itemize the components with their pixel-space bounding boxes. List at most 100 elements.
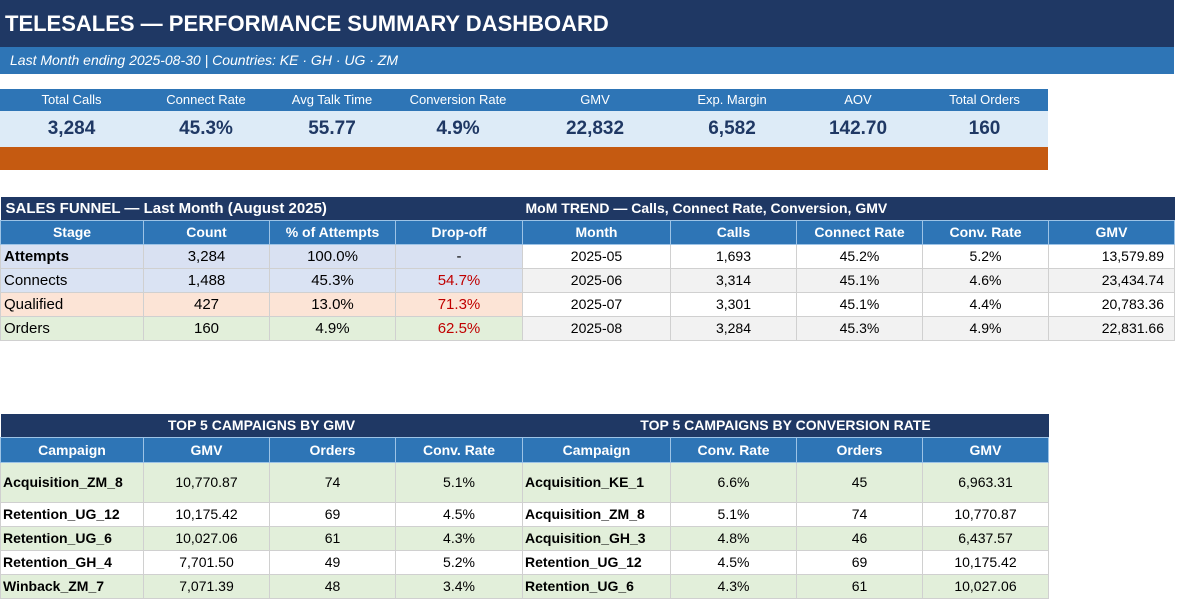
campaign-cell[interactable]: 45 <box>796 461 923 503</box>
kpi-value-aov[interactable]: 142.70 <box>828 118 888 139</box>
campaign-name[interactable]: Retention_GH_4 <box>0 549 144 575</box>
funnel-cell[interactable]: 1,488 <box>143 267 270 293</box>
trend-header-gmv[interactable]: GMV <box>1048 219 1175 245</box>
trend-cell[interactable]: 1,693 <box>670 243 797 269</box>
funnel-header-pct[interactable]: % of Attempts <box>269 219 396 245</box>
campaign-cell[interactable]: 4.3% <box>670 573 797 599</box>
top-conv-header-gmv[interactable]: GMV <box>922 436 1049 463</box>
campaign-name[interactable]: Winback_ZM_7 <box>0 573 144 599</box>
top-gmv-header-gmv[interactable]: GMV <box>143 436 270 463</box>
campaign-name[interactable]: Retention_UG_6 <box>522 573 671 599</box>
campaign-cell[interactable]: 5.1% <box>395 461 523 503</box>
funnel-cell[interactable]: 3,284 <box>143 243 270 269</box>
trend-cell[interactable]: 3,284 <box>670 315 797 341</box>
campaign-cell[interactable]: 3.4% <box>395 573 523 599</box>
funnel-cell[interactable]: 13.0% <box>269 291 396 317</box>
funnel-cell[interactable]: - <box>395 243 523 269</box>
campaign-cell[interactable]: 61 <box>269 525 396 551</box>
trend-cell[interactable]: 45.1% <box>796 267 923 293</box>
funnel-header-count[interactable]: Count <box>143 219 270 245</box>
kpi-label-exp-margin[interactable]: Exp. Margin <box>697 92 767 107</box>
funnel-header-stage[interactable]: Stage <box>0 219 144 245</box>
top-gmv-header-orders[interactable]: Orders <box>269 436 396 463</box>
campaign-cell[interactable]: 10,175.42 <box>143 501 270 527</box>
trend-cell[interactable]: 4.6% <box>922 267 1049 293</box>
funnel-cell[interactable]: 71.3% <box>395 291 523 317</box>
campaign-cell[interactable]: 5.2% <box>395 549 523 575</box>
campaign-cell[interactable]: 74 <box>796 501 923 527</box>
trend-cell[interactable]: 3,301 <box>670 291 797 317</box>
kpi-label-aov[interactable]: AOV <box>844 92 872 107</box>
campaign-cell[interactable]: 4.3% <box>395 525 523 551</box>
top-conv-header-orders[interactable]: Orders <box>796 436 923 463</box>
campaign-cell[interactable]: 5.1% <box>670 501 797 527</box>
campaign-cell[interactable]: 10,027.06 <box>922 573 1049 599</box>
trend-cell[interactable]: 13,579.89 <box>1048 243 1175 269</box>
campaign-name[interactable]: Acquisition_KE_1 <box>522 461 671 503</box>
trend-header-connect-rate[interactable]: Connect Rate <box>796 219 923 245</box>
campaign-cell[interactable]: 4.5% <box>395 501 523 527</box>
trend-header-calls[interactable]: Calls <box>670 219 797 245</box>
campaign-cell[interactable]: 61 <box>796 573 923 599</box>
campaign-name[interactable]: Retention_UG_12 <box>522 549 671 575</box>
campaign-cell[interactable]: 49 <box>269 549 396 575</box>
kpi-value-total-orders[interactable]: 160 <box>968 118 1001 139</box>
campaign-cell[interactable]: 10,175.42 <box>922 549 1049 575</box>
top-conv-header-campaign[interactable]: Campaign <box>522 436 671 463</box>
kpi-value-gmv[interactable]: 22,832 <box>565 118 625 139</box>
trend-cell[interactable]: 2025-07 <box>522 291 671 317</box>
trend-cell[interactable]: 45.2% <box>796 243 923 269</box>
kpi-label-total-calls[interactable]: Total Calls <box>41 92 102 107</box>
campaign-cell[interactable]: 10,770.87 <box>143 461 270 503</box>
funnel-cell[interactable]: 45.3% <box>269 267 396 293</box>
funnel-cell[interactable]: 427 <box>143 291 270 317</box>
kpi-label-avg-talk-time[interactable]: Avg Talk Time <box>291 92 373 107</box>
funnel-cell[interactable]: Connects <box>0 267 144 293</box>
funnel-cell[interactable]: Attempts <box>0 243 144 269</box>
trend-cell[interactable]: 5.2% <box>922 243 1049 269</box>
campaign-cell[interactable]: 46 <box>796 525 923 551</box>
top-gmv-header-campaign[interactable]: Campaign <box>0 436 144 463</box>
funnel-cell[interactable]: 160 <box>143 315 270 341</box>
kpi-value-conversion-rate[interactable]: 4.9% <box>436 118 480 139</box>
funnel-cell[interactable]: 54.7% <box>395 267 523 293</box>
trend-cell[interactable]: 20,783.36 <box>1048 291 1175 317</box>
campaign-cell[interactable]: 4.8% <box>670 525 797 551</box>
trend-cell[interactable]: 45.3% <box>796 315 923 341</box>
campaign-name[interactable]: Acquisition_ZM_8 <box>522 501 671 527</box>
kpi-value-connect-rate[interactable]: 45.3% <box>179 118 233 139</box>
funnel-cell[interactable]: 4.9% <box>269 315 396 341</box>
top-gmv-header-conv[interactable]: Conv. Rate <box>395 436 523 463</box>
kpi-value-avg-talk-time[interactable]: 55.77 <box>308 118 356 139</box>
funnel-header-drop[interactable]: Drop-off <box>395 219 523 245</box>
campaign-name[interactable]: Acquisition_ZM_8 <box>0 461 144 503</box>
trend-cell[interactable]: 2025-08 <box>522 315 671 341</box>
campaign-cell[interactable]: 69 <box>796 549 923 575</box>
kpi-label-conversion-rate[interactable]: Conversion Rate <box>409 92 507 107</box>
trend-cell[interactable]: 4.9% <box>922 315 1049 341</box>
campaign-name[interactable]: Retention_UG_6 <box>0 525 144 551</box>
trend-cell[interactable]: 2025-06 <box>522 267 671 293</box>
kpi-label-total-orders[interactable]: Total Orders <box>949 92 1020 107</box>
kpi-value-total-calls[interactable]: 3,284 <box>47 118 96 139</box>
kpi-label-connect-rate[interactable]: Connect Rate <box>166 92 246 107</box>
trend-cell[interactable]: 3,314 <box>670 267 797 293</box>
kpi-label-gmv[interactable]: GMV <box>580 92 610 107</box>
campaign-cell[interactable]: 69 <box>269 501 396 527</box>
campaign-cell[interactable]: 48 <box>269 573 396 599</box>
campaign-cell[interactable]: 10,770.87 <box>922 501 1049 527</box>
campaign-name[interactable]: Acquisition_GH_3 <box>522 525 671 551</box>
campaign-cell[interactable]: 10,027.06 <box>143 525 270 551</box>
funnel-cell[interactable]: 62.5% <box>395 315 523 341</box>
trend-cell[interactable]: 4.4% <box>922 291 1049 317</box>
trend-cell[interactable]: 45.1% <box>796 291 923 317</box>
trend-header-month[interactable]: Month <box>522 219 671 245</box>
top-conv-header-conv[interactable]: Conv. Rate <box>670 436 797 463</box>
funnel-cell[interactable]: Orders <box>0 315 144 341</box>
campaign-cell[interactable]: 74 <box>269 461 396 503</box>
funnel-cell[interactable]: 100.0% <box>269 243 396 269</box>
trend-cell[interactable]: 2025-05 <box>522 243 671 269</box>
campaign-cell[interactable]: 4.5% <box>670 549 797 575</box>
campaign-cell[interactable]: 7,701.50 <box>143 549 270 575</box>
funnel-cell[interactable]: Qualified <box>0 291 144 317</box>
